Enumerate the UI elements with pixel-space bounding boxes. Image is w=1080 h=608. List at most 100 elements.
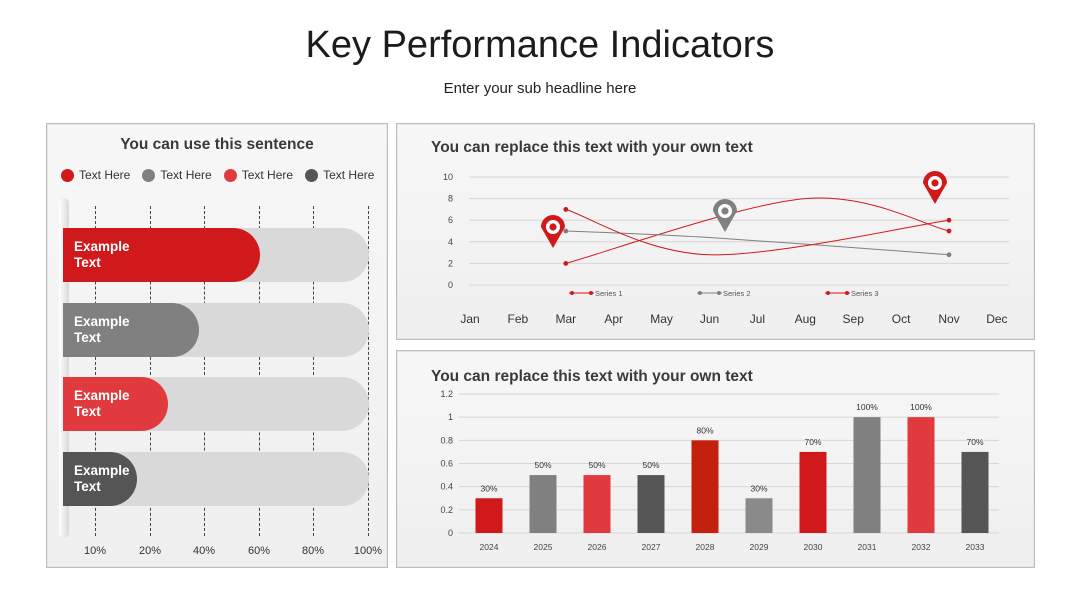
x-tick-label: 40% <box>192 545 216 557</box>
data-label: 70% <box>804 437 821 447</box>
pin-center <box>931 179 939 187</box>
y-tick-label: 0.8 <box>440 435 453 445</box>
gridline <box>95 206 96 536</box>
left-chart-legend: Text Here Text Here Text Here Text Here <box>61 168 386 182</box>
x-tick-label: 2033 <box>966 542 985 552</box>
line-chart-title: You can replace this text with your own … <box>431 139 753 156</box>
gridline <box>204 206 205 536</box>
x-tick-label: Feb <box>508 312 529 326</box>
legend-marker <box>698 291 702 295</box>
legend-marker <box>845 291 849 295</box>
x-tick-label: 2031 <box>858 542 877 552</box>
data-point <box>946 217 952 223</box>
legend-label: Series 1 <box>595 289 623 298</box>
legend-dot-icon <box>223 168 237 182</box>
column-bar <box>907 417 935 533</box>
x-tick-label: 2025 <box>534 542 553 552</box>
data-point <box>946 252 952 258</box>
x-tick-label: Jun <box>700 312 719 326</box>
y-tick-label: 1 <box>448 412 453 422</box>
location-pin-icon <box>541 215 565 248</box>
bar-fill <box>63 303 199 357</box>
page-title: Key Performance Indicators <box>305 24 775 66</box>
data-label: 80% <box>696 425 713 435</box>
x-tick-label: 20% <box>138 545 162 557</box>
x-tick-label: Jan <box>460 312 479 326</box>
bar-label: Example Text <box>74 463 130 494</box>
column-bar <box>961 451 989 533</box>
data-label: 30% <box>750 483 767 493</box>
x-tick-label: Mar <box>555 312 576 326</box>
column-chart-svg: 0 0.2 0.4 0.6 0.8 1 1.2 30% 2024 50% 2025 50% 2026 50… <box>440 389 999 552</box>
y-tick-label: 6 <box>448 215 453 225</box>
column-chart-title: You can replace this text with your own … <box>431 368 753 385</box>
column-bar <box>475 498 503 533</box>
legend-item: Text Here <box>305 168 374 182</box>
legend-label: Text Here <box>323 168 375 182</box>
x-tick-label: 2027 <box>642 542 661 552</box>
legend-dot-icon <box>142 168 156 182</box>
legend-marker <box>589 291 593 295</box>
gridline <box>313 206 314 536</box>
x-tick-label: 2028 <box>696 542 715 552</box>
location-pin-icon <box>713 199 737 232</box>
x-tick-label: 2029 <box>750 542 769 552</box>
column-bar <box>691 440 719 533</box>
data-label: 50% <box>642 460 659 470</box>
x-tick-label: Jul <box>750 312 765 326</box>
data-point <box>563 228 569 234</box>
legend-label: Text Here <box>241 168 294 182</box>
column-bar <box>637 475 665 533</box>
data-label: 70% <box>966 437 983 447</box>
gridline <box>368 206 369 536</box>
legend-marker <box>826 291 830 295</box>
x-tick-label: 2026 <box>588 542 607 552</box>
x-tick-label: Apr <box>604 312 623 326</box>
legend-item: Text Here <box>61 168 130 182</box>
legend-item: Text Here <box>223 168 294 182</box>
x-tick-label: 60% <box>247 545 271 557</box>
x-tick-label: 100% <box>353 545 383 557</box>
legend-label: Series 3 <box>851 289 879 298</box>
data-label: 30% <box>480 483 497 493</box>
y-tick-label: 8 <box>448 194 453 204</box>
y-tick-label: 10 <box>443 172 453 182</box>
data-label: 50% <box>534 460 551 470</box>
line-chart-panel: You can replace this text with your own … <box>396 123 1035 340</box>
bar-fill <box>63 377 168 431</box>
x-tick-label: May <box>650 312 673 326</box>
x-tick-label: Dec <box>986 312 1007 326</box>
bar-label: Example Text <box>74 314 130 345</box>
data-label: 100% <box>856 402 878 412</box>
x-tick-label: Sep <box>843 312 865 326</box>
legend-marker <box>717 291 721 295</box>
legend-item: Text Here <box>142 168 212 182</box>
column-chart-panel: You can replace this text with your own … <box>396 350 1035 568</box>
bar-fill <box>63 228 260 282</box>
legend-dot-icon <box>61 168 74 182</box>
x-tick-label: 10% <box>83 545 107 557</box>
location-pin-icon <box>923 171 947 204</box>
y-tick-label: 2 <box>448 258 453 268</box>
y-tick-label: 0 <box>448 280 453 290</box>
bar-label: Example Text <box>74 388 130 419</box>
bar-label: Example Text <box>74 239 130 270</box>
series-line <box>565 230 950 256</box>
x-tick-label: Oct <box>892 312 911 326</box>
pin-center <box>721 207 729 215</box>
column-bar <box>853 417 881 533</box>
x-tick-label: Aug <box>795 312 816 326</box>
legend-label: Text Here <box>160 168 212 182</box>
data-point <box>563 261 569 266</box>
gridline <box>259 206 260 536</box>
column-bar <box>529 475 557 533</box>
legend-label: Series 2 <box>723 289 751 298</box>
x-tick-label: 2024 <box>480 542 499 552</box>
y-tick-label: 0.4 <box>440 482 453 492</box>
x-tick-label: 2030 <box>804 542 823 552</box>
page-subtitle: Enter your sub headline here <box>443 80 637 97</box>
legend-dot-icon <box>305 168 319 182</box>
bar-axis-shadow <box>59 198 69 538</box>
gridline <box>150 206 151 536</box>
x-tick-label: Nov <box>938 312 959 326</box>
